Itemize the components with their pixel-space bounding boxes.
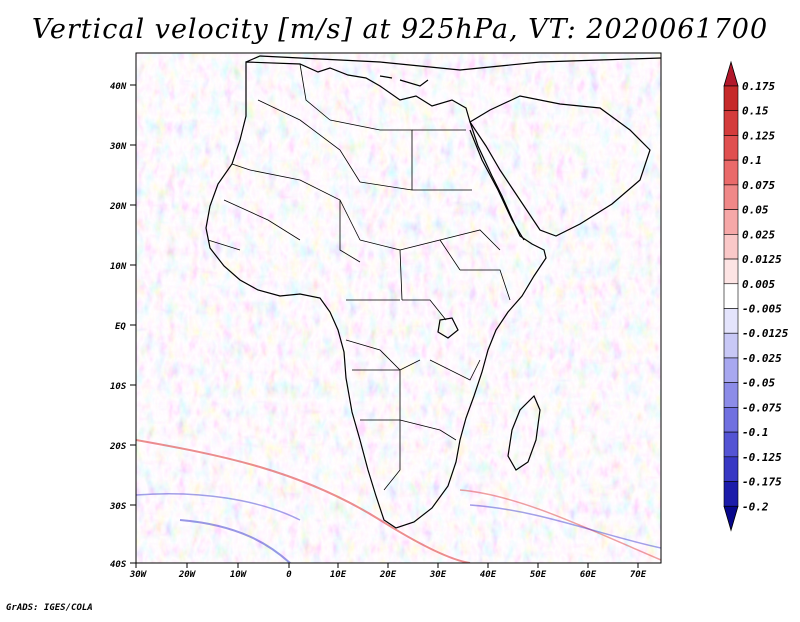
colorbar-swatch [723, 85, 739, 112]
lon-label: 0 [286, 570, 292, 580]
colorbar-label: -0.125 [742, 451, 782, 464]
lat-label: 40S [110, 560, 127, 570]
coastlines [205, 55, 661, 529]
lon-label: 10E [330, 570, 347, 580]
lat-label: EQ [115, 322, 126, 332]
colorbar-top-arrow [723, 60, 739, 87]
mediterranean-islands [379, 75, 429, 87]
colorbar-label: -0.175 [742, 476, 782, 489]
colorbar-swatch [723, 308, 739, 334]
colorbar-label: 0.125 [742, 129, 775, 142]
lat-label: 40N [110, 82, 127, 92]
colorbar-label: 0.025 [742, 228, 775, 241]
lat-label: 10N [110, 262, 127, 272]
colorbar-swatch [723, 456, 739, 482]
colorbar-label: -0.0125 [742, 327, 789, 340]
colorbar: 0.175 0.15 0.125 0.1 0.075 0.05 0.025 0.0125 0.0… [723, 60, 789, 532]
lat-label: 30N [109, 142, 127, 152]
lat-label: 30S [109, 502, 127, 512]
colorbar-label: -0.075 [742, 401, 782, 414]
red-sea-coast [469, 129, 525, 241]
arabia-coastline [469, 95, 651, 237]
colorbar-swatch [723, 481, 739, 507]
colorbar-swatch [723, 258, 739, 285]
country-borders [207, 63, 511, 491]
lat-label: 20N [109, 202, 127, 212]
colorbar-swatch [723, 382, 739, 408]
lon-label: 20E [379, 570, 397, 580]
vertical-velocity-field [136, 53, 661, 563]
lake-victoria [437, 317, 459, 339]
lon-label: 40E [480, 570, 497, 580]
colorbar-swatch [723, 135, 739, 161]
plot-frame [135, 52, 662, 564]
colorbar-swatch [723, 159, 739, 186]
lon-label: 50E [530, 570, 547, 580]
colorbar-label: -0.05 [742, 377, 775, 390]
colorbar-swatch [723, 431, 739, 458]
colorbar-label: 0.175 [742, 80, 775, 93]
colorbar-swatch [723, 110, 739, 136]
madagascar-coastline [507, 394, 541, 471]
colorbar-swatch [723, 209, 739, 235]
colorbar-bottom-arrow [723, 505, 739, 532]
latitude-axis: 40N 30N 20N 10N EQ 10S 20S 30S 40S [109, 82, 136, 570]
colorbar-label: 0.0125 [742, 253, 782, 266]
lat-label: 10S [110, 382, 127, 392]
europe-coastline [245, 55, 661, 71]
colorbar-label: -0.1 [742, 426, 769, 439]
lat-label: 20S [109, 442, 127, 452]
colorbar-swatch [723, 283, 739, 309]
lon-label: 60E [580, 570, 597, 580]
grads-credit: GrADS: IGES/COLA [6, 603, 93, 613]
lon-label: 30E [429, 570, 447, 580]
lon-label: 20W [178, 570, 197, 580]
colorbar-swatch [723, 357, 739, 383]
map-title: Vertical velocity [m/s] at 925hPa, VT: 2… [31, 14, 769, 45]
colorbar-label: -0.025 [742, 352, 782, 365]
colorbar-label: 0.05 [742, 204, 769, 217]
longitude-axis: 30W 20W 10W 0 10E 20E 30E 40E 50E 60E 70… [129, 563, 647, 580]
colorbar-label: -0.005 [742, 303, 782, 316]
colorbar-swatch [723, 234, 739, 260]
colorbar-label: -0.2 [742, 500, 769, 513]
colorbar-label: 0.1 [742, 154, 762, 167]
lon-label: 70E [630, 570, 647, 580]
colorbar-swatch [723, 332, 739, 359]
colorbar-label: 0.005 [742, 278, 775, 291]
colorbar-swatch [723, 184, 739, 210]
colorbar-swatch [723, 407, 739, 433]
colorbar-label: 0.075 [742, 179, 775, 192]
lon-label: 10W [230, 570, 248, 580]
lon-label: 30W [129, 570, 148, 580]
africa-coastline [205, 61, 547, 529]
colorbar-label: 0.15 [742, 105, 769, 118]
